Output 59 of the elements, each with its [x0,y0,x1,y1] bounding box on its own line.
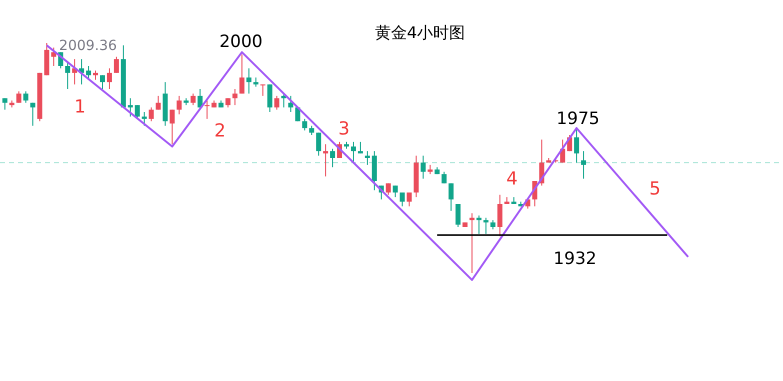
candlestick [350,141,356,164]
candlestick [106,68,112,90]
annotation: 1975 [556,108,600,129]
candlestick [142,112,147,126]
candlestick [302,118,308,131]
candlestick [323,144,328,177]
annotation: 1932 [553,248,597,269]
candlestick [190,93,196,106]
candlestick [65,60,70,90]
candlestick [246,68,252,94]
candlestick [448,182,454,212]
candlestick [574,128,580,164]
candlestick [232,88,238,106]
candlestick [114,56,119,74]
candlestick [204,100,210,120]
candlestick [51,47,56,66]
candlestick [239,54,244,94]
candlestick [392,185,398,198]
candlestick [176,95,182,115]
candlestick [156,95,161,110]
candlestick [23,90,28,104]
candlestick [225,98,230,108]
annotation: 2 [214,120,226,142]
candlestick [442,171,447,184]
candlestick [330,148,336,168]
candlestick [400,192,405,207]
candlestick [483,217,488,234]
candlestick [406,192,412,207]
annotation: 2009.36 [59,38,118,54]
candlestick [253,77,258,88]
candlestick [134,104,140,120]
candlestick [86,66,92,80]
candlestick [288,95,294,112]
candlestick [497,194,502,237]
candlestick [30,102,36,126]
candlestick [358,141,363,154]
candlestick [309,125,314,136]
candlestick [428,164,433,175]
candlestick [274,95,280,110]
chart-title: 黄金4小时图 [374,23,466,42]
candlestick [170,109,175,145]
candlestick [128,98,133,118]
candlestick [100,74,105,90]
candlestick [456,204,461,228]
candlestick [267,84,272,112]
annotation: 2000 [219,32,263,52]
candlestick [581,150,586,180]
candlestick [2,98,8,110]
annotation: 4 [506,168,518,190]
candlestick [316,132,322,156]
annotation: 5 [649,178,661,200]
candlestick [490,220,496,230]
annotation: 3 [338,118,350,140]
annotation: 1 [74,96,86,118]
candlestick [260,84,266,96]
candlestick [364,150,370,166]
candlestick [148,106,154,122]
candlestick [16,90,22,104]
candlestick [420,155,426,180]
